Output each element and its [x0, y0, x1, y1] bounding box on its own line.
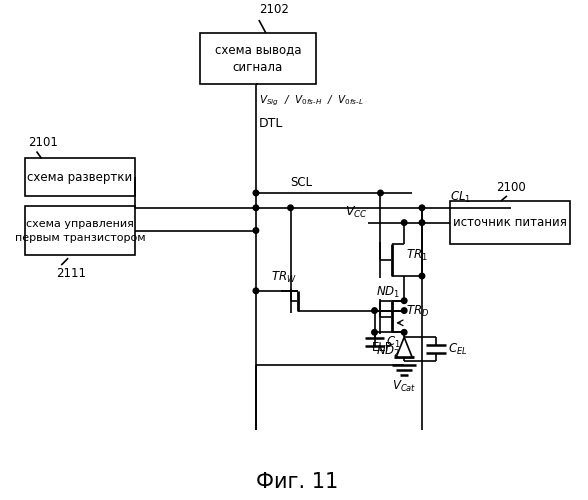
Text: $CL_1$: $CL_1$: [450, 190, 471, 205]
Circle shape: [419, 220, 425, 226]
Text: SCL: SCL: [290, 176, 313, 189]
Circle shape: [253, 288, 259, 294]
Bar: [25, 158, 135, 196]
Circle shape: [377, 190, 383, 196]
Text: схема развертки: схема развертки: [28, 170, 133, 183]
Text: $V_{Sig}$  /  $V_{0fs\text{-}H}$  /  $V_{0fs\text{-}L}$: $V_{Sig}$ / $V_{0fs\text{-}H}$ / $V_{0fs…: [259, 94, 363, 108]
Text: $TR_W$: $TR_W$: [270, 270, 296, 285]
Text: $TR_1$: $TR_1$: [406, 248, 428, 263]
Bar: [450, 201, 570, 244]
Polygon shape: [396, 338, 412, 357]
Text: $ND_2$: $ND_2$: [376, 344, 400, 360]
Text: 2111: 2111: [56, 267, 86, 280]
Circle shape: [288, 205, 293, 210]
Circle shape: [402, 298, 407, 304]
Circle shape: [372, 330, 377, 335]
Circle shape: [419, 273, 425, 279]
Circle shape: [402, 220, 407, 226]
Circle shape: [372, 308, 377, 314]
Circle shape: [253, 228, 259, 234]
Text: DTL: DTL: [259, 118, 283, 130]
Text: 2100: 2100: [496, 181, 526, 194]
Text: 2101: 2101: [29, 136, 58, 149]
Text: $C_1$: $C_1$: [386, 334, 401, 350]
Text: $TR_D$: $TR_D$: [406, 304, 429, 319]
Circle shape: [253, 205, 259, 210]
Text: $V_{CC}$: $V_{CC}$: [345, 204, 368, 220]
Text: $V_{Cat}$: $V_{Cat}$: [392, 379, 416, 394]
Circle shape: [402, 308, 407, 314]
Bar: [25, 206, 135, 255]
Circle shape: [402, 330, 407, 335]
Circle shape: [253, 190, 259, 196]
Text: 2102: 2102: [259, 3, 289, 16]
Text: ELP: ELP: [372, 340, 392, 353]
Text: схема вывода
сигнала: схема вывода сигнала: [215, 43, 301, 74]
Bar: [199, 33, 316, 84]
Text: $C_{EL}$: $C_{EL}$: [447, 342, 467, 356]
Text: схема управления
первым транзистором: схема управления первым транзистором: [15, 218, 145, 242]
Text: источник питания: источник питания: [453, 216, 567, 229]
Text: $ND_1$: $ND_1$: [376, 284, 400, 300]
Circle shape: [419, 205, 425, 210]
Text: Фиг. 11: Фиг. 11: [256, 472, 339, 492]
